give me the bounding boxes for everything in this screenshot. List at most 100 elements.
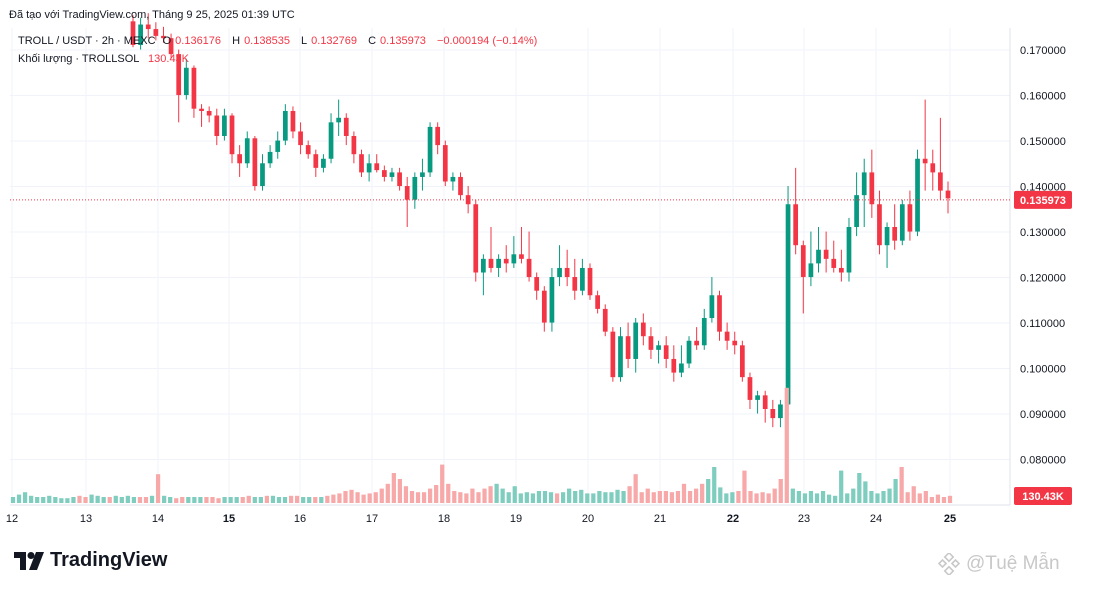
candle-body (336, 117, 342, 123)
y-tick-label: 0.130000 (1020, 227, 1066, 239)
candle-body (732, 340, 738, 346)
volume-bar (633, 474, 638, 503)
y-tick-label: 0.160000 (1020, 91, 1066, 103)
candle-body (945, 190, 951, 199)
candle-body (884, 227, 890, 246)
volume-bar (651, 492, 656, 503)
x-tick-label: 24 (870, 513, 882, 525)
symbol-label[interactable]: TROLL / USDT · 2h · MEXC (18, 35, 156, 47)
volume-bar (506, 492, 511, 503)
candle-body (671, 358, 677, 373)
volume-bar (379, 488, 384, 503)
volume-bar (766, 493, 771, 503)
candle-body (823, 249, 829, 259)
volume-bar (929, 497, 934, 503)
candle-body (138, 24, 143, 45)
candle-body (381, 170, 387, 177)
volume-label[interactable]: Khối lượng · TROLLSOL (18, 53, 139, 65)
volume-bar (397, 479, 403, 503)
volume-bar (554, 493, 560, 503)
volume-bar (83, 497, 88, 503)
candle-body (572, 277, 578, 291)
volume-value: 130.43K (148, 53, 190, 65)
candle-body (907, 204, 913, 232)
volume-bar (893, 479, 898, 503)
candle-body (800, 245, 806, 278)
volume-bar (446, 483, 451, 503)
volume-bar (131, 497, 137, 503)
candle-body (686, 340, 692, 364)
volume-bar (155, 474, 161, 503)
candle-body (488, 258, 494, 268)
volume-bar (149, 495, 155, 503)
candle-body (656, 345, 661, 350)
volume-bar (530, 493, 535, 503)
volume-bar (41, 497, 46, 503)
x-tick-label: 14 (152, 513, 164, 525)
volume-bar (403, 486, 409, 503)
volume-bar (246, 495, 251, 503)
y-tick-label: 0.120000 (1020, 273, 1066, 285)
volume-bar (168, 497, 173, 503)
volume-bar (718, 487, 723, 503)
candle-body (755, 395, 760, 400)
volume-bar (234, 497, 239, 503)
volume-bar (573, 491, 578, 503)
volume-bar (22, 492, 28, 503)
volume-bar (210, 497, 215, 503)
volume-bar (754, 493, 759, 503)
volume-bar (264, 495, 270, 503)
candle-body (922, 158, 928, 164)
open-value: O 0.136176 (162, 35, 222, 47)
x-tick-label: 13 (80, 513, 92, 525)
candle-body (534, 277, 540, 291)
volume-bar (355, 492, 360, 503)
candle-body (541, 290, 547, 323)
candle-body (587, 267, 593, 296)
candle-body (282, 110, 288, 141)
volume-bar (579, 489, 584, 503)
volume-bar (826, 494, 832, 503)
volume-bar (198, 497, 203, 503)
candle-body (374, 163, 380, 171)
volume-bar (59, 498, 64, 503)
candle-body (839, 267, 844, 273)
volume-bar (16, 494, 22, 503)
candle-body (511, 254, 517, 264)
volume-bar (500, 488, 505, 503)
volume-bar (252, 497, 257, 503)
volume-bar (240, 497, 245, 503)
tradingview-brand[interactable]: TradingView (14, 549, 167, 572)
watermark: @Tuệ Mẫn (938, 553, 1060, 575)
candle-body (161, 35, 166, 39)
volume-bar (313, 497, 318, 503)
chart-caption: Đã tạo với TradingView.com, Tháng 9 25, … (9, 9, 295, 21)
volume-bar (663, 491, 668, 503)
candle-body (633, 322, 639, 359)
candle-body (663, 345, 669, 359)
candle-body (816, 249, 821, 264)
volume-bar (458, 492, 463, 503)
volume-bar (349, 489, 354, 503)
x-tick-label: 25 (944, 513, 956, 525)
candle-body (481, 258, 486, 273)
candle-body (420, 172, 425, 177)
volume-bar (186, 497, 191, 503)
candle-body (176, 54, 182, 96)
volume-bar (391, 473, 396, 503)
volume-bar (748, 491, 753, 503)
volume-bar (881, 491, 886, 503)
candle-body (869, 172, 875, 205)
candle-body (564, 267, 570, 278)
y-tick-label: 0.150000 (1020, 136, 1066, 148)
candle-body (260, 163, 265, 187)
volume-bar (669, 492, 675, 503)
volume-bar (833, 495, 838, 503)
x-tick-label: 12 (6, 513, 18, 525)
volume-bar (808, 491, 814, 503)
candle-body (747, 377, 753, 400)
watermark-text: @Tuệ Mẫn (966, 553, 1060, 574)
volume-bar (373, 492, 378, 503)
